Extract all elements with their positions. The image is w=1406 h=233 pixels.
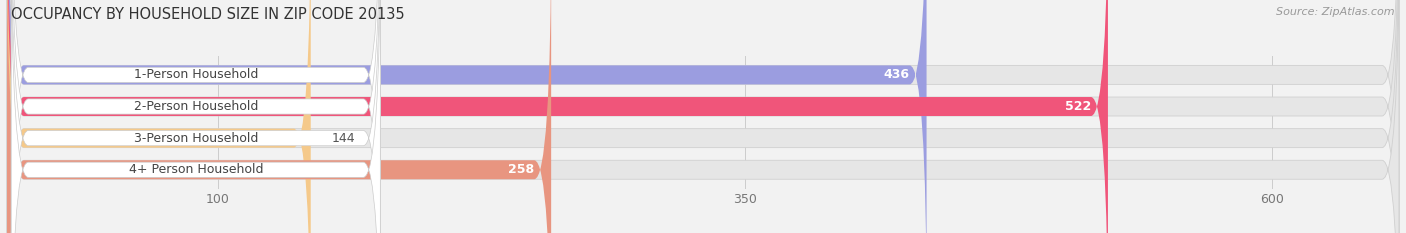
FancyBboxPatch shape [11, 0, 380, 233]
FancyBboxPatch shape [11, 0, 380, 233]
Text: OCCUPANCY BY HOUSEHOLD SIZE IN ZIP CODE 20135: OCCUPANCY BY HOUSEHOLD SIZE IN ZIP CODE … [11, 7, 405, 22]
Text: 1-Person Household: 1-Person Household [134, 69, 257, 81]
FancyBboxPatch shape [7, 0, 311, 233]
FancyBboxPatch shape [7, 0, 1108, 233]
FancyBboxPatch shape [7, 0, 1399, 233]
Text: 144: 144 [332, 132, 356, 145]
Text: 522: 522 [1064, 100, 1091, 113]
Text: 3-Person Household: 3-Person Household [134, 132, 257, 145]
Text: 2-Person Household: 2-Person Household [134, 100, 257, 113]
FancyBboxPatch shape [7, 0, 1399, 233]
FancyBboxPatch shape [11, 0, 380, 233]
FancyBboxPatch shape [7, 0, 1399, 233]
FancyBboxPatch shape [7, 0, 1399, 233]
Text: Source: ZipAtlas.com: Source: ZipAtlas.com [1277, 7, 1395, 17]
FancyBboxPatch shape [7, 0, 551, 233]
Text: 4+ Person Household: 4+ Person Household [128, 163, 263, 176]
FancyBboxPatch shape [11, 0, 380, 233]
FancyBboxPatch shape [7, 0, 927, 233]
Text: 436: 436 [884, 69, 910, 81]
Text: 258: 258 [508, 163, 534, 176]
